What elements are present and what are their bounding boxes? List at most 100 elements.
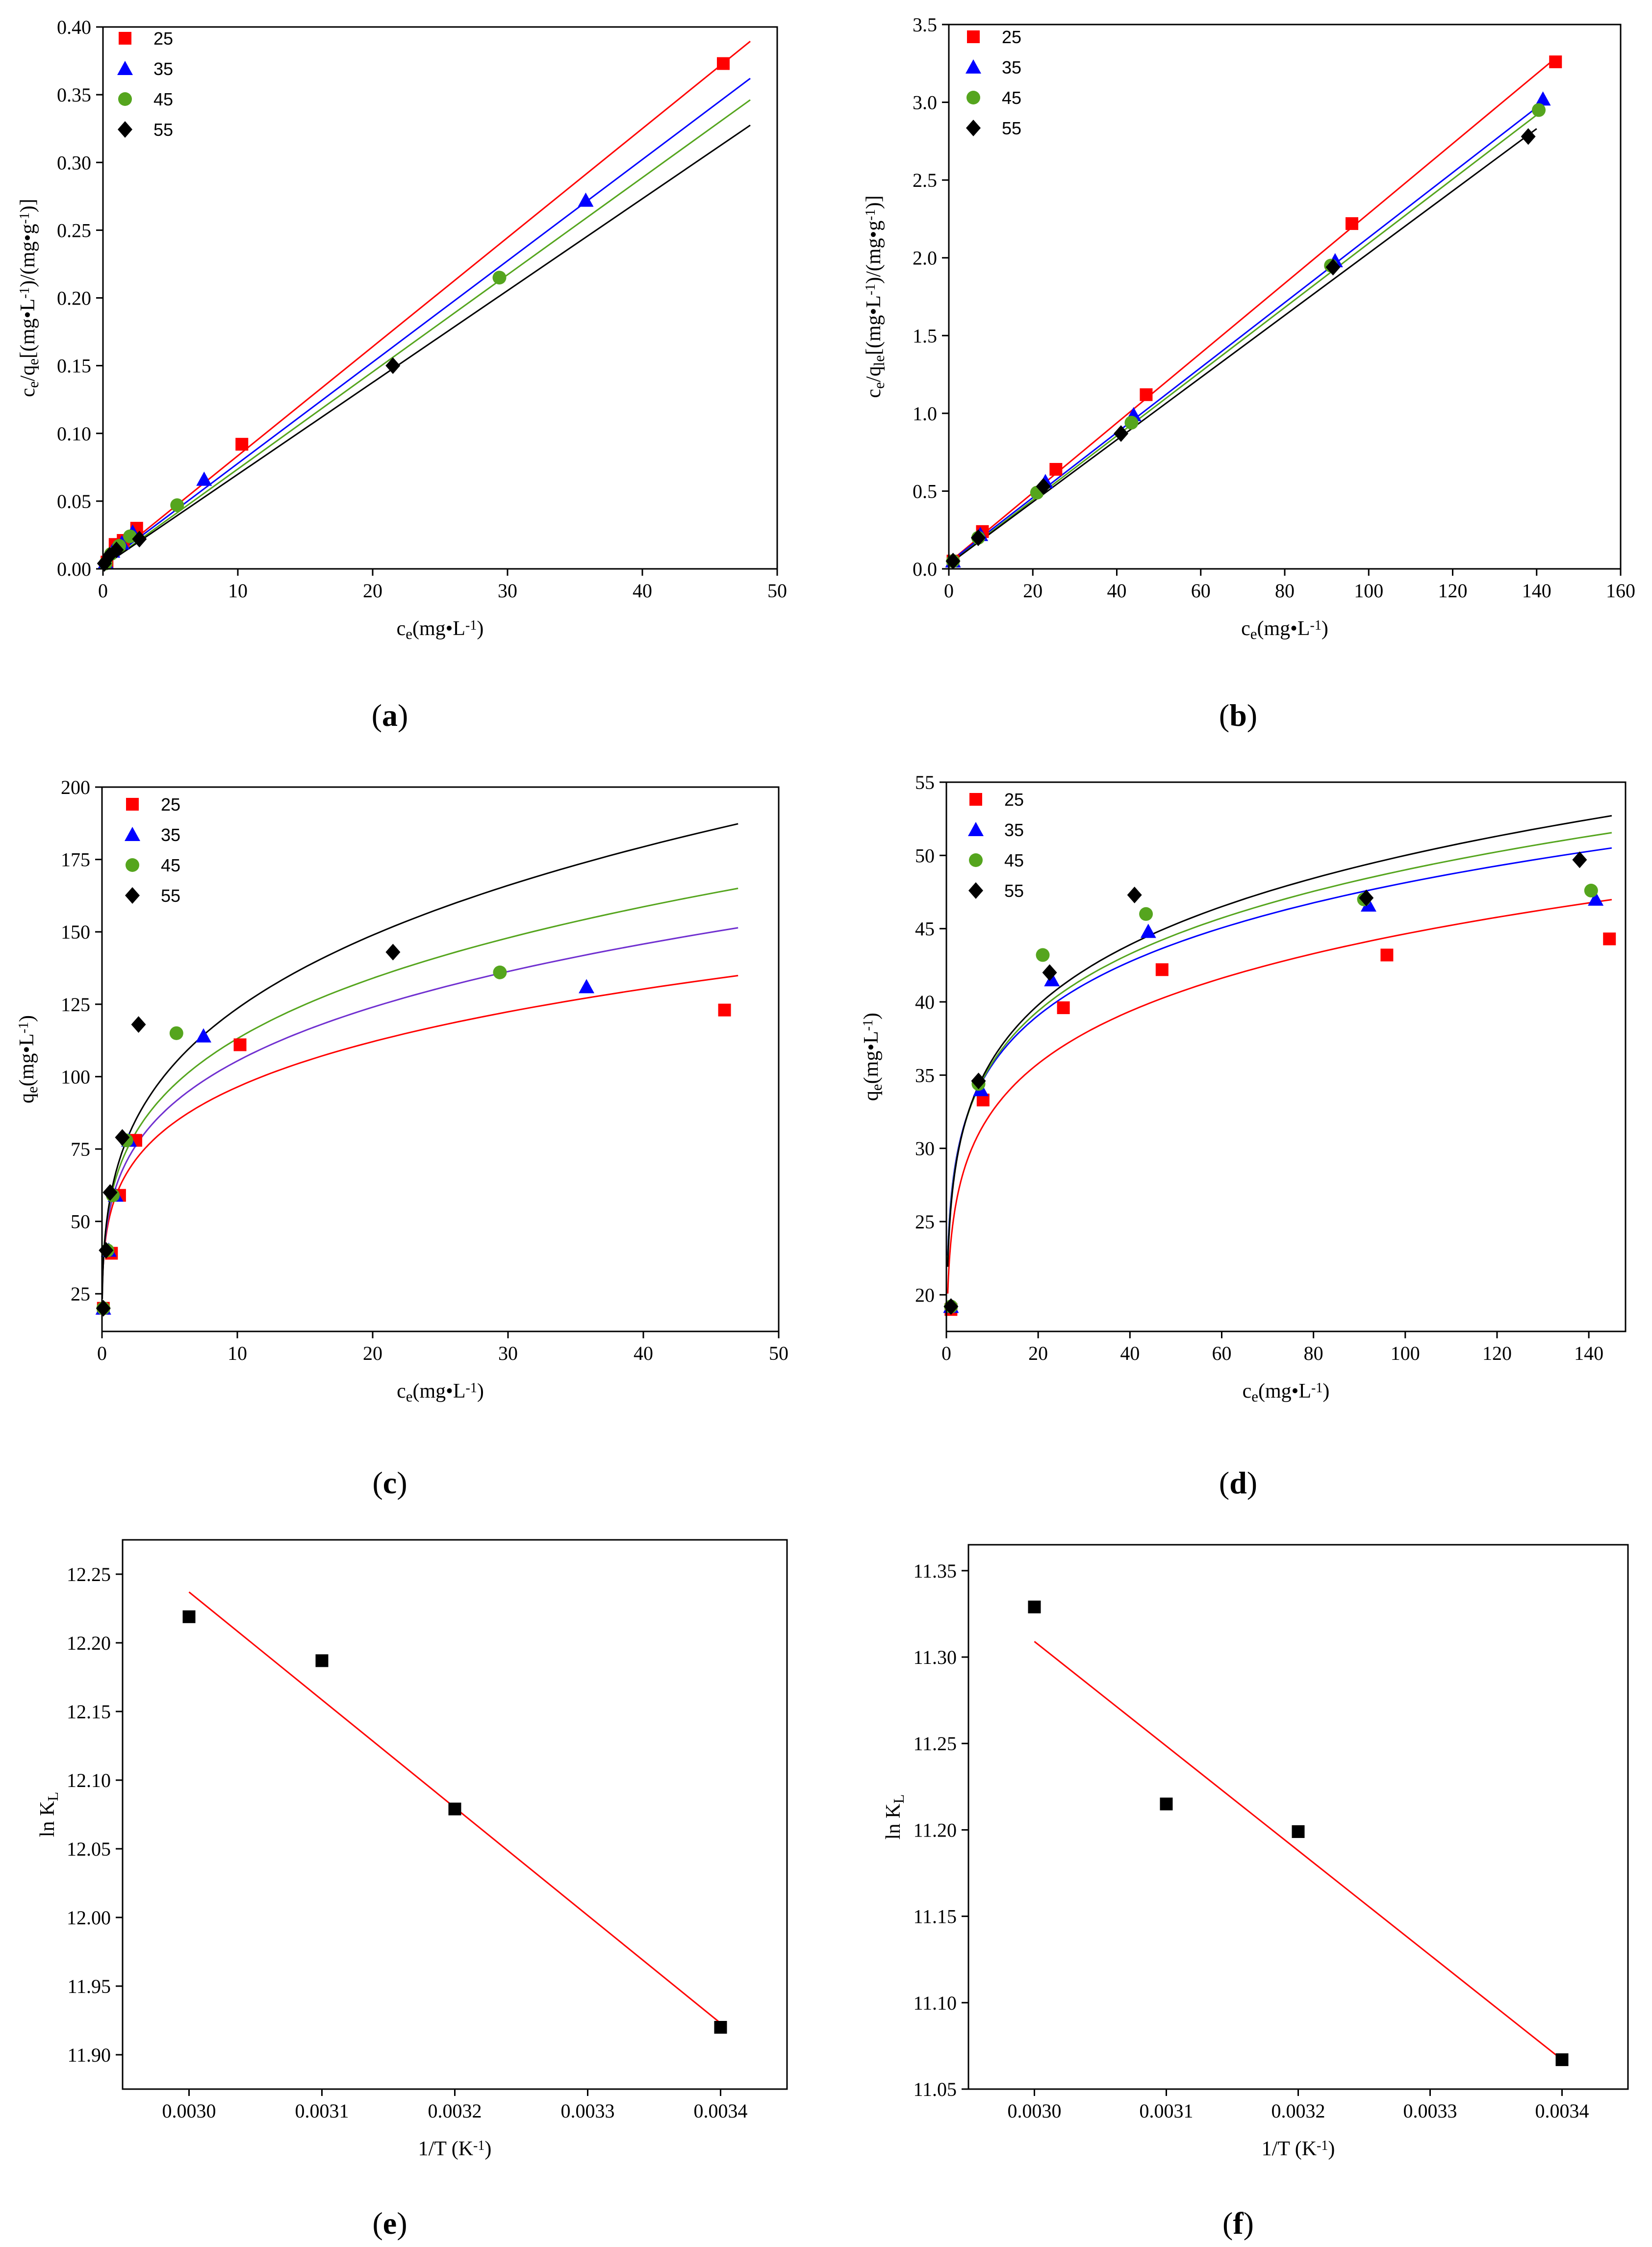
y-tick-label: 0.00 bbox=[57, 558, 91, 580]
legend-marker bbox=[968, 882, 983, 899]
data-point bbox=[1292, 1825, 1305, 1838]
x-tick-label: 80 bbox=[1275, 580, 1295, 602]
y-tick-label: 125 bbox=[61, 994, 90, 1016]
series-55 bbox=[943, 851, 1587, 1315]
panel-caption: (a) bbox=[372, 698, 408, 733]
legend-marker bbox=[126, 858, 139, 872]
legend-label: 45 bbox=[1004, 850, 1024, 870]
data-point bbox=[1346, 217, 1358, 230]
x-tick-label: 0 bbox=[944, 580, 954, 602]
y-tick-label: 55 bbox=[915, 771, 935, 793]
data-point bbox=[971, 1072, 986, 1090]
legend: 25 35 45 55 bbox=[117, 28, 173, 140]
data-point bbox=[102, 1184, 118, 1201]
legend-label: 55 bbox=[1004, 881, 1024, 901]
x-tick-label: 30 bbox=[498, 1342, 518, 1364]
x-tick-label: 140 bbox=[1574, 1342, 1603, 1364]
x-tick-label: 60 bbox=[1191, 580, 1211, 602]
data-point bbox=[1155, 963, 1169, 976]
x-tick-label: 40 bbox=[1107, 580, 1127, 602]
y-axis-label: ce/qe[(mg•L-1)/(mg•g-1)] bbox=[17, 199, 42, 397]
y-tick-label: 0.15 bbox=[57, 355, 91, 377]
data-point bbox=[718, 1003, 731, 1017]
legend: 25 35 45 55 bbox=[125, 794, 180, 906]
legend-label: 55 bbox=[153, 120, 173, 140]
legend: 25 35 45 55 bbox=[968, 790, 1024, 901]
data-point bbox=[1140, 388, 1153, 401]
y-tick-label: 0.10 bbox=[57, 423, 91, 445]
fit-line-55 bbox=[102, 823, 738, 1299]
legend-marker bbox=[119, 32, 131, 45]
fit-line-35 bbox=[102, 927, 738, 1295]
fit-line-55 bbox=[949, 128, 1537, 565]
series-25 bbox=[97, 1003, 731, 1315]
chart-f: 0.0030 0.0031 0.0032 0.0033 0.0034 11.05 11.10… bbox=[882, 1544, 1629, 2241]
y-tick-label: 25 bbox=[71, 1283, 90, 1305]
data-point bbox=[131, 1016, 146, 1033]
x-tick-label: 60 bbox=[1212, 1342, 1231, 1364]
legend: 25 35 45 55 bbox=[966, 27, 1021, 138]
x-tick-label: 0.0031 bbox=[295, 2100, 349, 2122]
y-tick-label: 12.10 bbox=[67, 1769, 111, 1791]
legend-label: 45 bbox=[161, 855, 180, 875]
legend-marker bbox=[117, 61, 133, 75]
data-point bbox=[717, 57, 730, 70]
fit-line-ln KL bbox=[1034, 1641, 1563, 2061]
x-tick-label: 0.0033 bbox=[561, 2100, 615, 2122]
fit-line-55 bbox=[947, 815, 1612, 1267]
y-tick-label: 11.10 bbox=[913, 1992, 957, 2014]
y-tick-label: 0.30 bbox=[57, 152, 91, 174]
series-55 bbox=[97, 357, 401, 572]
data-point bbox=[578, 192, 594, 207]
series-ln KL bbox=[1028, 1600, 1569, 2067]
legend-label: 35 bbox=[161, 825, 180, 845]
panel-caption: (d) bbox=[1219, 1465, 1257, 1500]
series-ln KL bbox=[182, 1610, 727, 2034]
y-tick-label: 12.05 bbox=[67, 1838, 111, 1860]
y-tick-label: 12.25 bbox=[67, 1563, 111, 1585]
legend-label: 25 bbox=[1002, 27, 1021, 47]
data-point bbox=[943, 1298, 959, 1315]
fit-line-45 bbox=[102, 888, 738, 1295]
fit-lines bbox=[102, 823, 738, 1299]
plot-frame bbox=[101, 786, 780, 1332]
y-tick-label: 11.05 bbox=[913, 2078, 957, 2100]
data-point bbox=[1532, 103, 1546, 117]
data-point bbox=[1042, 964, 1057, 981]
chart-d: 0 20 40 60 80 100 120 140 20 25 30 35 40 45 50 55 ce(mg•… bbox=[860, 771, 1627, 1500]
fit-line-45 bbox=[103, 99, 751, 567]
chart-e: 0.0030 0.0031 0.0032 0.0033 0.0034 11.90 11.95… bbox=[36, 1539, 788, 2241]
data-point bbox=[109, 541, 124, 559]
fit-line-55 bbox=[103, 125, 751, 567]
x-tick-label: 20 bbox=[1023, 580, 1042, 602]
data-point bbox=[1535, 91, 1551, 106]
x-axis-label: ce(mg•L-1) bbox=[397, 1380, 484, 1405]
legend-label: 25 bbox=[153, 28, 173, 49]
x-tick-label: 20 bbox=[363, 1342, 382, 1364]
data-point bbox=[96, 1300, 111, 1317]
y-tick-label: 0.40 bbox=[57, 16, 91, 38]
x-axis-label: 1/T (K-1) bbox=[418, 2138, 492, 2160]
y-tick-label: 11.20 bbox=[913, 1819, 957, 1841]
data-point bbox=[315, 1654, 329, 1667]
data-point bbox=[1588, 891, 1604, 906]
series-55 bbox=[96, 944, 401, 1317]
x-tick-label: 100 bbox=[1391, 1342, 1420, 1364]
y-axis-label: qe(mg•L-1) bbox=[16, 1015, 41, 1103]
legend-marker bbox=[966, 59, 981, 74]
y-tick-label: 11.25 bbox=[913, 1733, 957, 1755]
data-point bbox=[132, 531, 147, 548]
legend-label: 25 bbox=[1004, 790, 1024, 810]
x-tick-label: 140 bbox=[1522, 580, 1551, 602]
series-45 bbox=[946, 103, 1546, 568]
x-tick-label: 0.0030 bbox=[162, 2100, 216, 2122]
data-point bbox=[1036, 478, 1051, 495]
x-tick-label: 0.0032 bbox=[1271, 2100, 1325, 2122]
data-point bbox=[196, 471, 212, 486]
y-tick-label: 11.30 bbox=[913, 1646, 957, 1668]
legend-marker bbox=[125, 887, 140, 904]
fit-line-35 bbox=[103, 77, 751, 565]
fit-lines bbox=[947, 815, 1612, 1294]
x-tick-label: 20 bbox=[363, 580, 382, 602]
legend-marker bbox=[967, 30, 980, 43]
